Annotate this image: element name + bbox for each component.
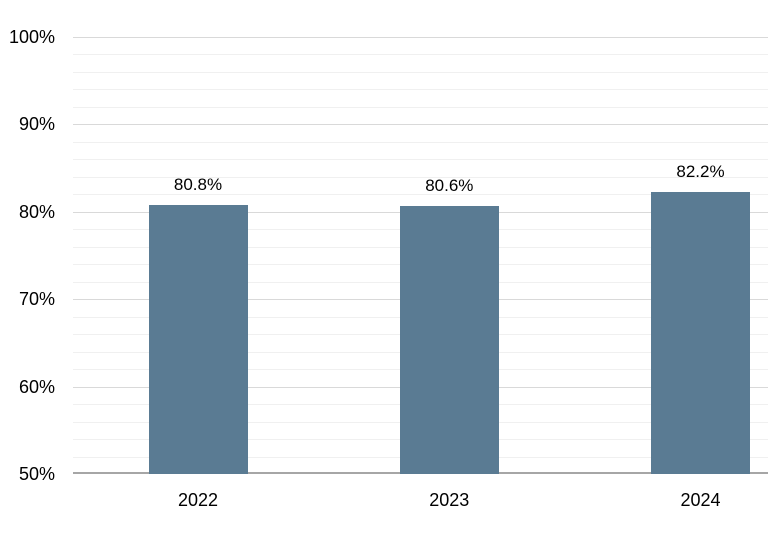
x-axis-label: 2022 xyxy=(177,490,219,510)
minor-gridline xyxy=(73,54,768,55)
bar-value-label: 80.6% xyxy=(425,176,474,196)
minor-gridline xyxy=(73,141,768,143)
bar-value-label: 82.2% xyxy=(676,162,725,182)
major-gridline xyxy=(73,36,768,38)
major-gridline xyxy=(73,124,768,125)
y-axis-label: 70% xyxy=(18,289,55,309)
minor-gridline xyxy=(73,194,768,195)
x-axis-label: 2023 xyxy=(429,490,470,510)
y-axis-label: 50% xyxy=(18,464,55,484)
bar-2022 xyxy=(148,204,248,474)
minor-gridline xyxy=(73,106,768,108)
minor-gridline xyxy=(73,159,768,160)
y-axis-label: 60% xyxy=(18,376,55,397)
bar-2024 xyxy=(651,192,750,475)
minor-gridline xyxy=(73,71,768,73)
x-axis-label: 2024 xyxy=(680,490,721,510)
bar-value-label: 80.8% xyxy=(173,174,223,194)
y-axis-label: 80% xyxy=(18,201,55,222)
y-axis-label: 100% xyxy=(8,26,55,47)
bar-2023 xyxy=(399,206,499,474)
y-axis-label: 90% xyxy=(18,114,55,134)
minor-gridline xyxy=(73,89,768,90)
minor-gridline xyxy=(73,176,768,178)
